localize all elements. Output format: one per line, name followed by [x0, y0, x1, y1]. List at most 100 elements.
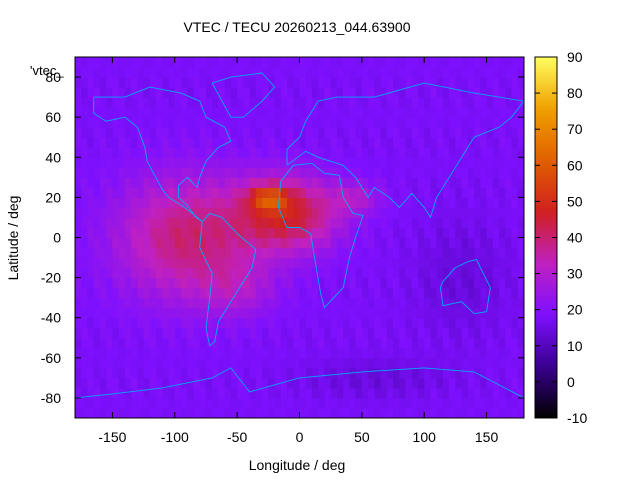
heatmap-cell — [324, 157, 332, 168]
heatmap-cell — [424, 157, 432, 168]
heatmap-cell — [424, 127, 432, 138]
heatmap-cell — [430, 157, 438, 168]
heatmap-cell — [517, 277, 524, 289]
heatmap-cell — [399, 257, 407, 269]
heatmap-cell — [255, 337, 263, 349]
heatmap-cell — [81, 237, 89, 249]
heatmap-cell — [224, 127, 232, 138]
heatmap-cell — [486, 247, 494, 259]
heatmap-cell — [474, 67, 481, 78]
heatmap-cell — [305, 307, 313, 319]
heatmap-cell — [162, 67, 170, 78]
heatmap-cell — [368, 217, 375, 229]
heatmap-cell — [455, 217, 463, 229]
heatmap-cell — [430, 177, 438, 188]
heatmap-cell — [262, 387, 269, 399]
heatmap-cell — [87, 107, 95, 118]
heatmap-cell — [355, 347, 363, 359]
heatmap-cell — [505, 67, 513, 78]
heatmap-cell — [293, 77, 301, 88]
heatmap-cell — [424, 247, 432, 259]
heatmap-cell — [106, 307, 114, 319]
heatmap-cell — [455, 207, 463, 219]
heatmap-cell — [143, 167, 151, 178]
heatmap-cell — [393, 87, 400, 98]
heatmap-cell — [311, 297, 319, 309]
heatmap-cell — [486, 107, 494, 118]
heatmap-cell — [336, 57, 344, 68]
colorbar-tick-label: 60 — [567, 157, 583, 173]
heatmap-cell — [517, 267, 524, 279]
chart-title: VTEC / TECU 20260213_044.63900 — [183, 19, 410, 35]
heatmap-cell — [162, 197, 170, 209]
y-tick-label: 40 — [45, 149, 61, 165]
heatmap-cell — [361, 357, 369, 369]
heatmap-cell — [230, 197, 238, 209]
heatmap-cell — [424, 327, 432, 339]
heatmap-cell — [112, 397, 120, 409]
heatmap-cell — [330, 347, 338, 359]
heatmap-cell — [336, 67, 344, 78]
heatmap-cell — [343, 227, 350, 239]
heatmap-cell — [149, 157, 157, 168]
heatmap-cell — [430, 77, 438, 88]
heatmap-cell — [75, 287, 82, 299]
heatmap-cell — [511, 207, 519, 219]
heatmap-cell — [455, 337, 463, 349]
heatmap-cell — [368, 327, 375, 339]
heatmap-cell — [149, 207, 157, 219]
heatmap-cell — [324, 277, 332, 289]
heatmap-cell — [380, 57, 388, 68]
heatmap-cell — [411, 377, 419, 389]
heatmap-cell — [417, 217, 425, 229]
heatmap-cell — [156, 117, 163, 128]
heatmap-cell — [218, 87, 226, 98]
heatmap-cell — [417, 407, 425, 418]
heatmap-cell — [112, 217, 120, 229]
heatmap-cell — [499, 57, 506, 68]
heatmap-cell — [386, 317, 394, 329]
heatmap-cell — [318, 277, 326, 289]
heatmap-cell — [118, 107, 126, 118]
heatmap-cell — [181, 357, 188, 369]
heatmap-cell — [87, 267, 95, 279]
heatmap-cell — [455, 297, 463, 309]
heatmap-cell — [449, 297, 457, 309]
heatmap-cell — [461, 107, 469, 118]
heatmap-cell — [75, 127, 82, 138]
heatmap-cell — [336, 117, 344, 128]
heatmap-cell — [486, 407, 494, 418]
heatmap-cell — [255, 317, 263, 329]
heatmap-cell — [361, 337, 369, 349]
heatmap-cell — [474, 237, 481, 249]
heatmap-cell — [424, 397, 432, 409]
heatmap-cell — [311, 227, 319, 239]
heatmap-cell — [336, 87, 344, 98]
heatmap-cell — [349, 107, 357, 118]
heatmap-cell — [492, 107, 500, 118]
heatmap-cell — [393, 67, 400, 78]
heatmap-cell — [249, 387, 257, 399]
x-tick-label: -100 — [161, 429, 189, 445]
heatmap-cell — [81, 387, 89, 399]
heatmap-cell — [274, 207, 282, 219]
heatmap-cell — [137, 347, 145, 359]
heatmap-cell — [305, 67, 313, 78]
heatmap-cell — [174, 77, 182, 88]
heatmap-cell — [499, 307, 506, 319]
heatmap-cell — [299, 337, 307, 349]
heatmap-cell — [517, 127, 524, 138]
heatmap-cell — [287, 77, 294, 88]
heatmap-cell — [212, 57, 220, 68]
heatmap-cell — [411, 287, 419, 299]
heatmap-cell — [237, 107, 244, 118]
heatmap-cell — [255, 177, 263, 188]
heatmap-cell — [287, 357, 294, 369]
heatmap-cell — [181, 87, 188, 98]
heatmap-cell — [168, 217, 176, 229]
heatmap-cell — [517, 167, 524, 178]
heatmap-cell — [193, 337, 201, 349]
heatmap-cell — [474, 247, 481, 259]
heatmap-cell — [461, 297, 469, 309]
heatmap-cell — [324, 317, 332, 329]
